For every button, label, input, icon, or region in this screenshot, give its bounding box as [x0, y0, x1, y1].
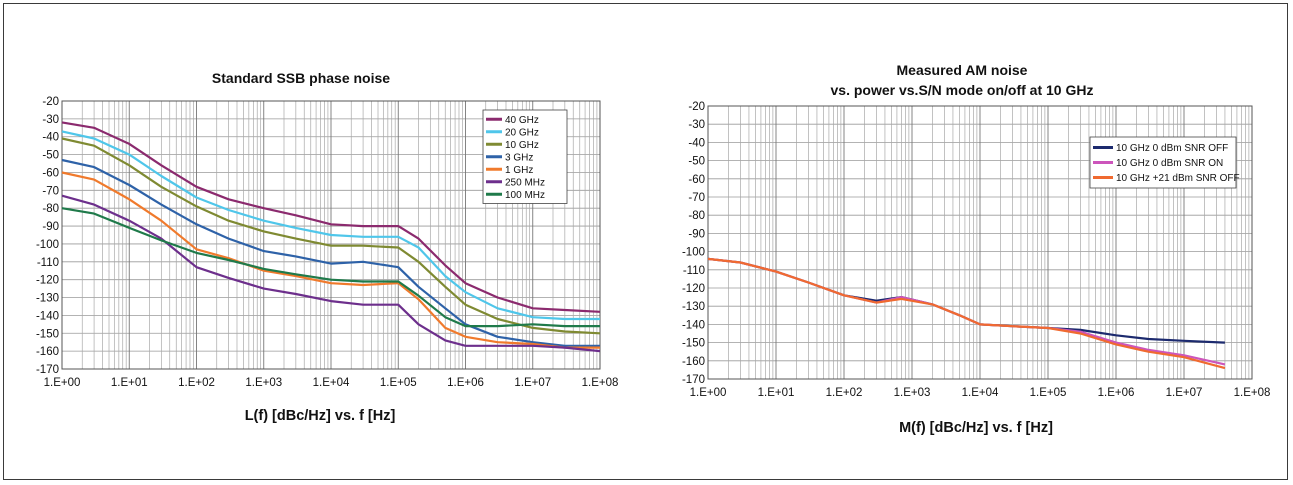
chart2-y-tick-label: -80 — [688, 210, 705, 222]
chart1-y-tick-label: -120 — [36, 275, 59, 287]
chart1-x-tick-label: 1.E+08 — [582, 377, 619, 389]
chart1-series-line-4 — [61, 171, 600, 349]
chart1-y-tick-label: -150 — [36, 328, 59, 340]
chart1-y-tick-label: -140 — [36, 310, 59, 322]
chart1-x-tick-label: 1.E+05 — [380, 377, 417, 389]
chart1-y-tick-label: -80 — [42, 203, 59, 215]
chart1-x-tick-label: 1.E+00 — [44, 377, 81, 389]
chart2-y-tick-label: -170 — [682, 374, 705, 386]
chart1-x-tick-label: 1.E+06 — [447, 377, 484, 389]
chart1-x-tick-label: 1.E+04 — [313, 377, 350, 389]
chart2-plot: -20 -30 -40 -50 -60 -70 -80 -90 -100 -110 -120 -130… — [682, 101, 1270, 399]
chart1-plot: -20 -30 -40 -50 -60 -70 -80 -90 -100 -110 -120 -130… — [36, 96, 618, 389]
chart2-y-tick-label: -50 — [688, 156, 705, 168]
chart2-x-tick-label: 1.E+02 — [826, 387, 863, 399]
chart1-y-tick-label: -60 — [42, 167, 59, 179]
chart1-x-tick-label: 1.E+02 — [178, 377, 215, 389]
chart1-y-tick-label: -20 — [42, 96, 59, 108]
chart1-legend-label: 1 GHz — [505, 165, 533, 176]
chart2-x-tick-label: 1.E+01 — [758, 387, 795, 399]
chart1-series-line-6 — [61, 207, 600, 328]
chart1-x-tick-label: 1.E+07 — [514, 377, 551, 389]
chart1-legend-label: 10 GHz — [505, 140, 539, 151]
chart1-title: Standard SSB phase noise — [212, 70, 390, 86]
chart2-y-tick-label: -140 — [682, 319, 705, 331]
chart1-series-line-5 — [61, 194, 601, 353]
chart2-y-tick-label: -120 — [682, 283, 705, 295]
chart1-y-tick-label: -30 — [42, 114, 59, 126]
chart2-legend-label: 10 GHz 0 dBm SNR OFF — [1116, 143, 1228, 154]
chart1-y-tick-label: -70 — [42, 185, 59, 197]
chart2-y-tick-label: -40 — [688, 137, 705, 149]
chart1-y-tick-label: -40 — [42, 132, 59, 144]
chart2-legend-label: 10 GHz +21 dBm SNR OFF — [1116, 173, 1240, 184]
chart2-legend-box — [1089, 136, 1237, 189]
chart1-y-tick-label: -110 — [37, 257, 59, 269]
chart2-y-tick-label: -20 — [688, 101, 705, 113]
chart2-y-tick-label: -150 — [682, 338, 705, 350]
chart1-series-line-0 — [61, 121, 601, 313]
chart1-legend-label: 100 MHz — [505, 190, 545, 201]
chart2-y-tick-label: -100 — [682, 247, 705, 259]
chart1-legend-label: 40 GHz — [505, 115, 539, 126]
chart2-x-tick-label: 1.E+06 — [1098, 387, 1135, 399]
chart2-xlabel: M(f) [dBc/Hz] vs. f [Hz] — [899, 420, 1053, 436]
chart1-y-tick-label: -90 — [42, 221, 59, 233]
chart2-x-tick-label: 1.E+03 — [894, 387, 931, 399]
chart1-series-line-3 — [61, 158, 600, 347]
chart2-plot-border — [707, 105, 1253, 380]
chart2-y-tick-label: -70 — [688, 192, 705, 204]
chart2-y-tick-label: -30 — [688, 119, 705, 131]
chart2-x-tick-label: 1.E+08 — [1234, 387, 1271, 399]
chart1-y-tick-label: -50 — [42, 150, 59, 162]
chart2-series-line-0 — [707, 257, 1225, 344]
chart1-y-tick-label: -100 — [36, 239, 59, 251]
chart2-series-line-2 — [707, 257, 1226, 370]
chart1-y-tick-label: -130 — [36, 293, 59, 305]
chart1-legend-label: 20 GHz — [505, 127, 539, 138]
chart1-series-line-1 — [61, 130, 600, 321]
chart2-y-tick-label: -130 — [682, 301, 705, 313]
chart1-x-tick-label: 1.E+03 — [245, 377, 282, 389]
chart1-legend-label: 250 MHz — [505, 177, 545, 188]
chart2-subtitle: vs. power vs.S/N mode on/off at 10 GHz — [831, 82, 1094, 98]
chart1-y-tick-label: -160 — [36, 346, 59, 358]
chart2-y-tick-label: -60 — [688, 174, 705, 186]
chart1-x-tick-label: 1.E+01 — [111, 377, 148, 389]
chart2-x-tick-label: 1.E+05 — [1030, 387, 1067, 399]
chart2-y-tick-label: -110 — [683, 265, 705, 277]
chart1-series-line-2 — [61, 137, 601, 335]
chart1-y-tick-label: -170 — [36, 364, 59, 376]
chart1-legend-label: 3 GHz — [505, 152, 533, 163]
chart2-y-tick-label: -160 — [682, 356, 705, 368]
chart1-xlabel: L(f) [dBc/Hz] vs. f [Hz] — [245, 408, 396, 424]
chart2-x-tick-label: 1.E+07 — [1166, 387, 1203, 399]
chart2-title: Measured AM noise — [897, 62, 1028, 78]
chart2-x-tick-label: 1.E+00 — [690, 387, 727, 399]
chart2-legend-label: 10 GHz 0 dBm SNR ON — [1116, 158, 1223, 169]
chart2-x-tick-label: 1.E+04 — [962, 387, 999, 399]
chart1-plot-border — [61, 100, 601, 370]
figure-frame — [3, 3, 1288, 480]
chart2-y-tick-label: -90 — [688, 228, 705, 240]
